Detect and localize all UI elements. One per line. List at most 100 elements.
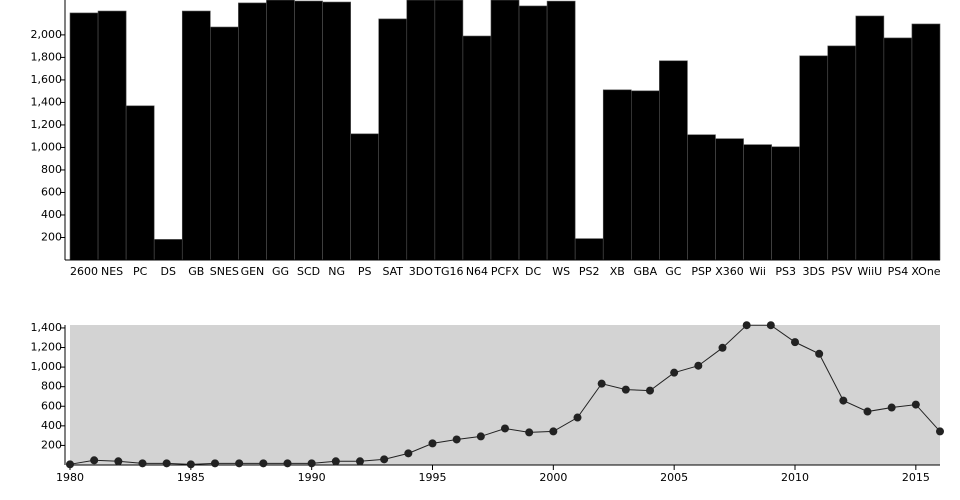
x-tick-label: WS [552,265,570,278]
point [235,459,244,468]
bar [546,0,576,261]
y-tick-label: 1,400 [31,95,63,108]
y-tick-label: 600 [41,399,62,412]
x-tick-label: WiiU [857,265,882,278]
x-tick-label: SCD [297,265,320,278]
point [259,459,268,468]
bar [518,5,548,261]
y-tick-label: 1,000 [31,140,63,153]
bar [827,45,857,261]
point [90,456,99,465]
bar [855,15,885,261]
point [646,386,654,395]
x-tick-label: 2010 [781,471,809,484]
y-tick-label: 200 [41,230,62,243]
point [331,457,340,466]
point [428,439,437,448]
plot-background [70,325,940,465]
bar [350,133,380,261]
y-tick-label: 600 [41,185,62,198]
x-tick-label: GB [188,265,204,278]
x-tick-label: 3DS [802,265,824,278]
point [525,428,534,437]
y-tick-label: 1,200 [31,118,63,131]
bar [322,1,351,261]
x-tick-label: GC [665,265,682,278]
point [404,449,413,458]
point [694,361,703,370]
x-tick-label: 1990 [298,471,326,484]
y-tick-label: 1,200 [31,341,63,354]
point [549,427,558,436]
point [718,343,727,352]
point [936,427,944,436]
y-tick-label: 1,400 [31,321,63,334]
point [621,385,630,394]
x-tick-label: PSP [691,265,712,278]
x-tick-label: 2015 [902,471,930,484]
bar [210,26,239,261]
y-tick-label: 1,600 [31,73,63,86]
point [283,459,292,468]
y-tick-label: 1,800 [31,50,63,63]
x-tick-label: NES [101,265,123,278]
bar [125,105,155,261]
point [356,457,364,466]
bar [490,0,520,261]
x-tick-label: 1995 [419,471,447,484]
bar [602,89,632,261]
bar [630,90,660,261]
bar [238,2,267,261]
y-tick-label: 800 [41,380,62,393]
x-tick-label: NG [328,265,345,278]
x-tick-label: Wii [749,265,766,278]
point [380,455,389,464]
point [186,460,195,469]
bar [294,0,323,261]
point [742,321,751,330]
point [476,432,485,441]
bar [911,23,941,261]
x-tick-label: GBA [634,265,658,278]
x-tick-label: GEN [241,265,265,278]
point [791,338,799,347]
bar [659,60,688,261]
y-tick-label: 400 [41,208,62,221]
point [911,400,920,409]
y-tick-label: 400 [41,419,62,432]
point [815,349,824,358]
bar [266,0,295,261]
point [162,459,171,468]
bar [153,239,183,261]
x-tick-label: PC [133,265,148,278]
point [573,413,582,422]
point [138,459,147,468]
x-tick-label: GG [272,265,289,278]
x-tick-label: DS [160,265,175,278]
point [66,460,74,469]
x-tick-label: 3DO [409,265,433,278]
y-tick-label: 800 [41,163,62,176]
bar [462,35,492,261]
y-tick-label: 2,000 [31,28,63,41]
point [839,396,848,405]
point [766,321,775,330]
bar [69,12,99,261]
bar [743,144,772,261]
x-tick-label: PCFX [491,265,520,278]
bar [883,37,913,261]
x-tick-label: PSV [831,265,853,278]
bar [771,146,800,261]
x-tick-label: SNES [210,265,239,278]
x-tick-label: DC [525,265,541,278]
bar [574,238,604,261]
bar [181,10,211,261]
x-tick-label: SAT [382,265,403,278]
x-tick-label: X360 [715,265,744,278]
x-tick-label: PS3 [775,265,796,278]
bar [799,55,829,261]
x-tick-label: 2600 [70,265,98,278]
x-tick-label: 1980 [56,471,84,484]
y-tick-label: 1,000 [31,360,63,373]
